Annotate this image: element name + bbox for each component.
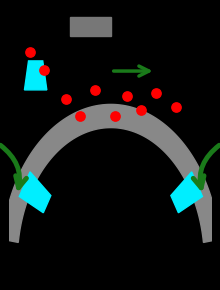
Polygon shape (2, 104, 220, 242)
Point (64, 96, 68, 101)
Polygon shape (171, 172, 202, 213)
Point (125, 93, 129, 98)
Point (79, 114, 82, 118)
Point (174, 105, 178, 110)
FancyBboxPatch shape (70, 17, 111, 36)
Point (139, 108, 143, 113)
Polygon shape (24, 61, 47, 90)
Point (154, 90, 157, 95)
Point (42, 67, 46, 72)
Point (28, 50, 31, 55)
Point (113, 114, 117, 118)
Point (93, 88, 96, 92)
Polygon shape (19, 172, 51, 213)
